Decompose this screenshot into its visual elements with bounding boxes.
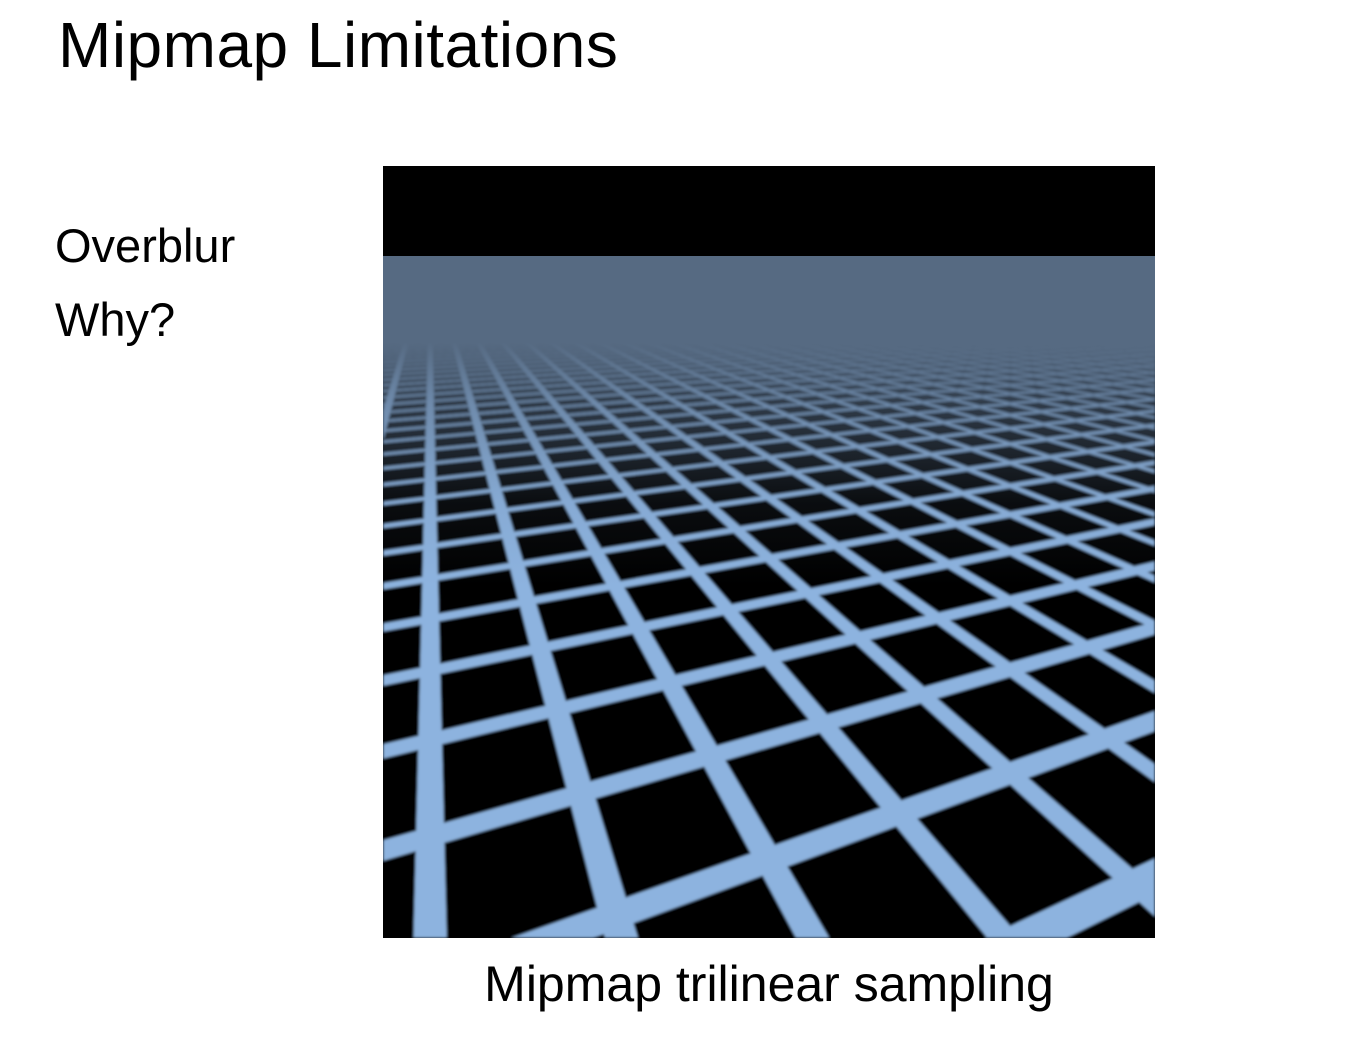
grid-line [413,264,447,938]
mipmap-trilinear-grid-image [383,166,1155,938]
grid-line [984,858,1155,938]
perspective-grid-render [383,256,1155,938]
figure-caption: Mipmap trilinear sampling [484,956,1054,1012]
bullet-why: Why? [55,293,176,346]
grid-line [383,561,1155,759]
slide-title: Mipmap Limitations [58,9,619,81]
horizon-haze [383,256,1155,586]
grid-line [383,621,1155,861]
bullet-overblur: Overblur [55,219,236,272]
